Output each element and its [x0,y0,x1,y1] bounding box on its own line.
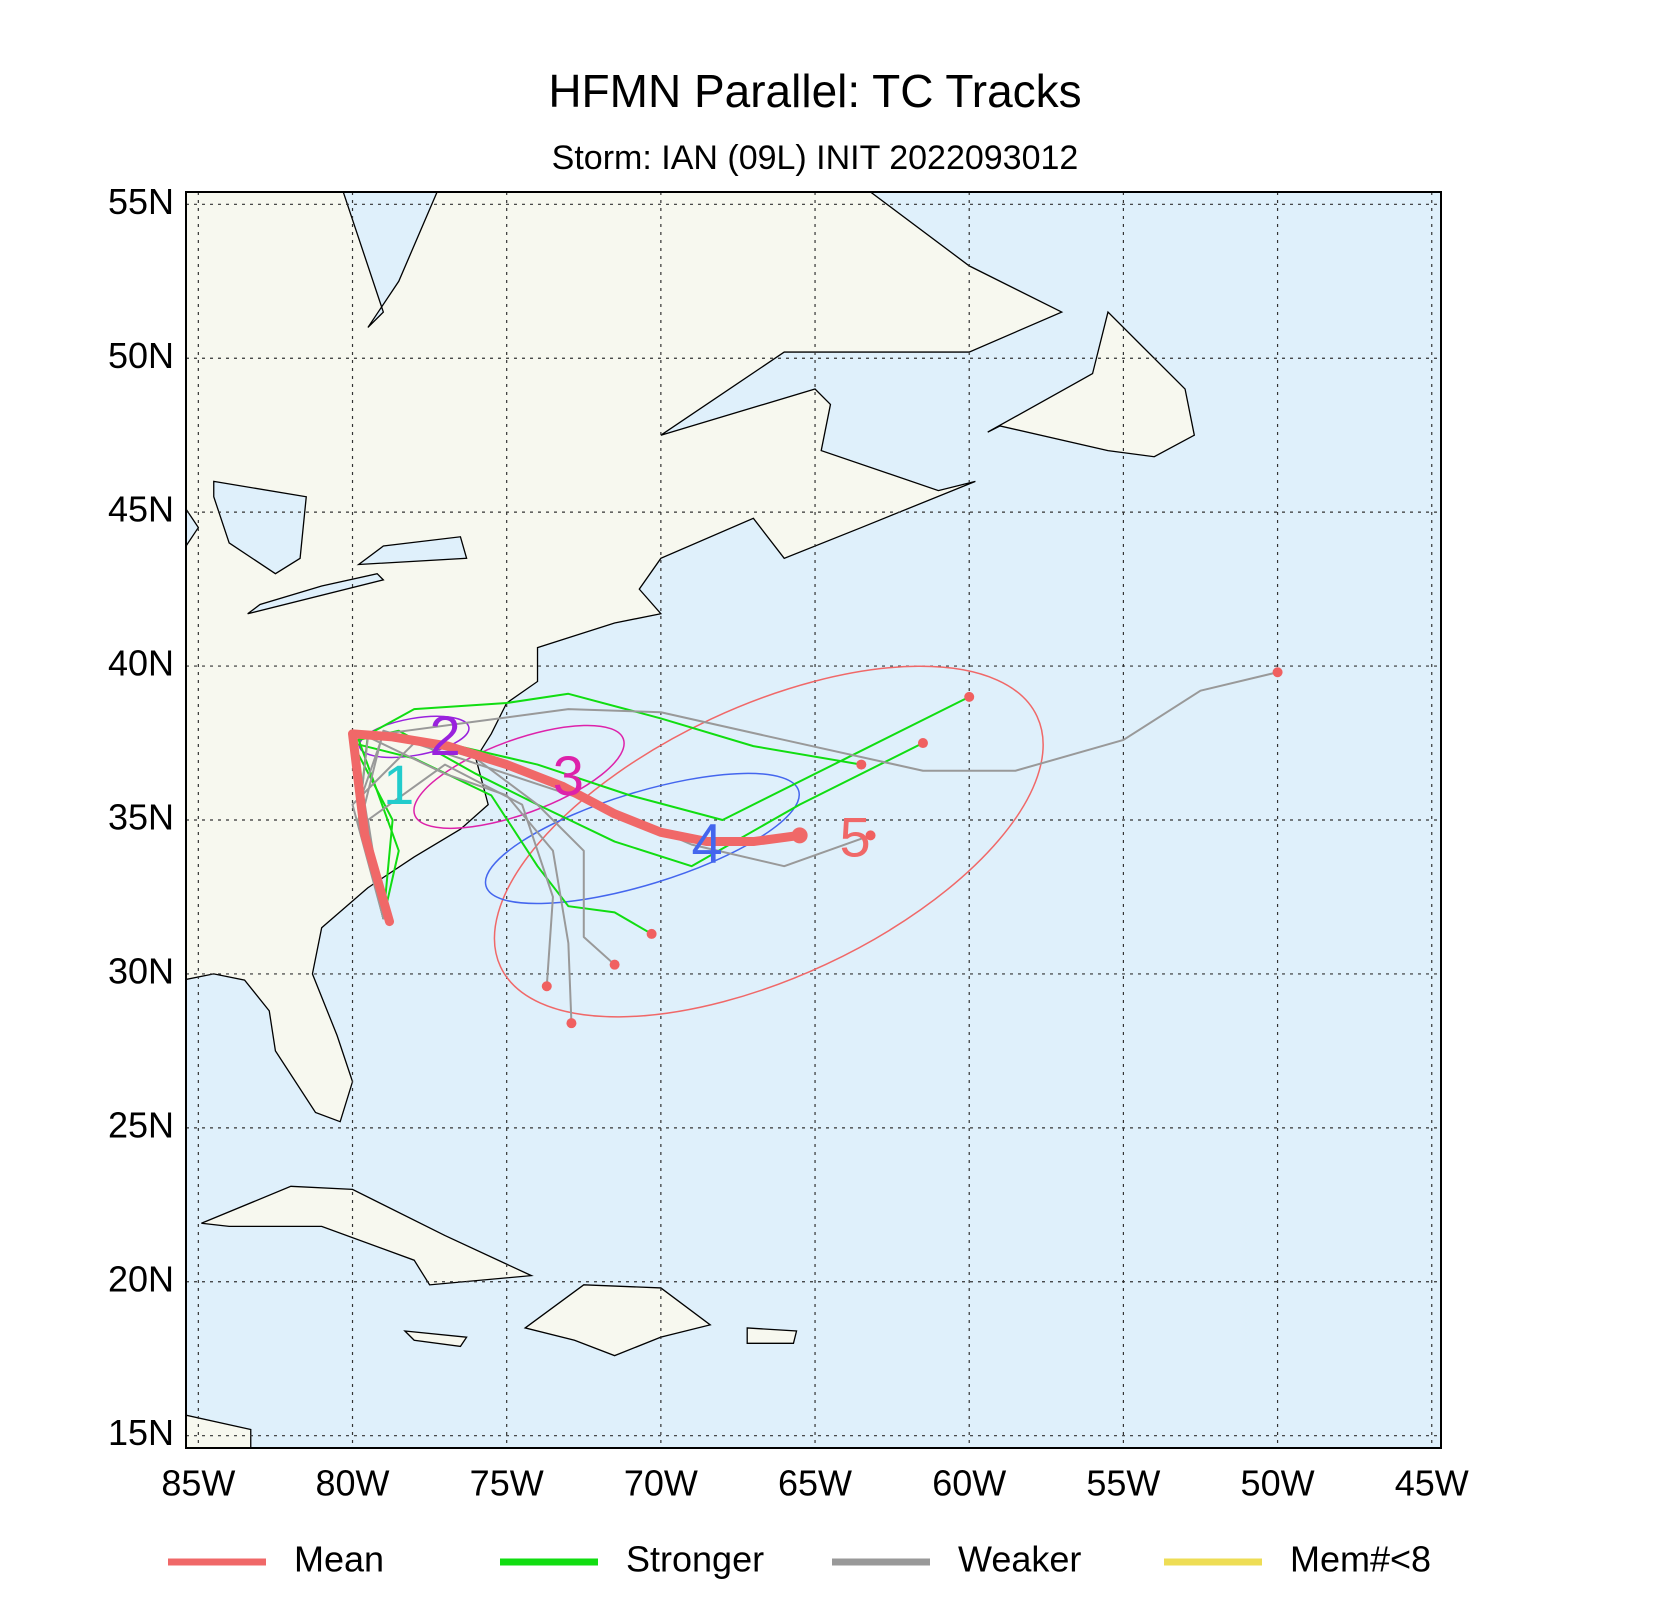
x-tick-label: 80W [315,1463,389,1504]
track-end [1272,667,1283,678]
x-tick-label: 75W [470,1463,544,1504]
plot-area: 12 3 4 5 [186,192,1441,1448]
lake [186,507,200,548]
member-track [363,729,616,966]
y-tick-label: 35N [108,797,174,838]
uncertainty-ellipse [493,665,1044,1018]
mean-track [348,729,805,927]
track-end [541,981,552,992]
legend-label: Mean [294,1539,384,1580]
track-end [646,928,657,939]
uncertainty-ellipse [358,715,470,759]
y-tick-label: 25N [108,1104,174,1145]
member-track [351,742,653,935]
hudson-bay [342,192,438,328]
lake [356,536,468,566]
chart-subtitle: Storm: IAN (09L) INIT 2022093012 [552,139,1079,177]
y-tick-label: 45N [108,489,174,530]
jamaica [403,1330,468,1348]
axes: 85W 80W 75W 70W 65W 60W 55W 50W 45W 15N 20N 25N 30N 3… [108,181,1469,1504]
day-label: 4 [692,812,723,875]
frame [185,191,1442,1449]
uncertainty-ellipse [413,724,625,830]
day-label: 5 [840,805,871,868]
x-tick-label: 60W [932,1463,1006,1504]
lake [213,480,307,575]
legend: Mean Stronger Weaker Mem#<8 [168,1539,1431,1580]
central-america [186,1414,252,1448]
x-tick-label: 85W [161,1463,235,1504]
legend-label: Mem#<8 [1290,1539,1431,1580]
puerto-rico [746,1327,798,1344]
y-tick-label: 55N [108,181,174,222]
lake [247,573,385,615]
day-label: 1 [383,753,414,816]
y-tick-label: 15N [108,1412,174,1453]
x-tick-label: 70W [624,1463,698,1504]
y-tick-label: 30N [108,950,174,991]
day-label: 3 [553,744,584,807]
member-track [366,763,554,988]
chart-title: HFMN Parallel: TC Tracks [548,65,1081,117]
y-tick-label: 40N [108,643,174,684]
x-tick-label: 45W [1395,1463,1469,1504]
track-end [917,738,928,749]
x-tick-label: 55W [1086,1463,1160,1504]
track-end [865,830,876,841]
x-tick-label: 65W [778,1463,852,1504]
north-america [186,192,1064,1123]
day-label: 2 [429,704,460,767]
land [186,192,1196,1448]
legend-label: Weaker [958,1539,1081,1580]
legend-label: Stronger [626,1539,764,1580]
track-end [609,959,620,970]
y-tick-label: 20N [108,1258,174,1299]
x-tick-label: 50W [1241,1463,1315,1504]
hispaniola [523,1284,712,1357]
newfoundland [987,310,1196,458]
track-end [856,759,867,770]
cuba [201,1185,534,1286]
y-tick-label: 50N [108,335,174,376]
track-end [791,827,808,844]
track-end [964,691,975,702]
track-end [566,1018,577,1029]
